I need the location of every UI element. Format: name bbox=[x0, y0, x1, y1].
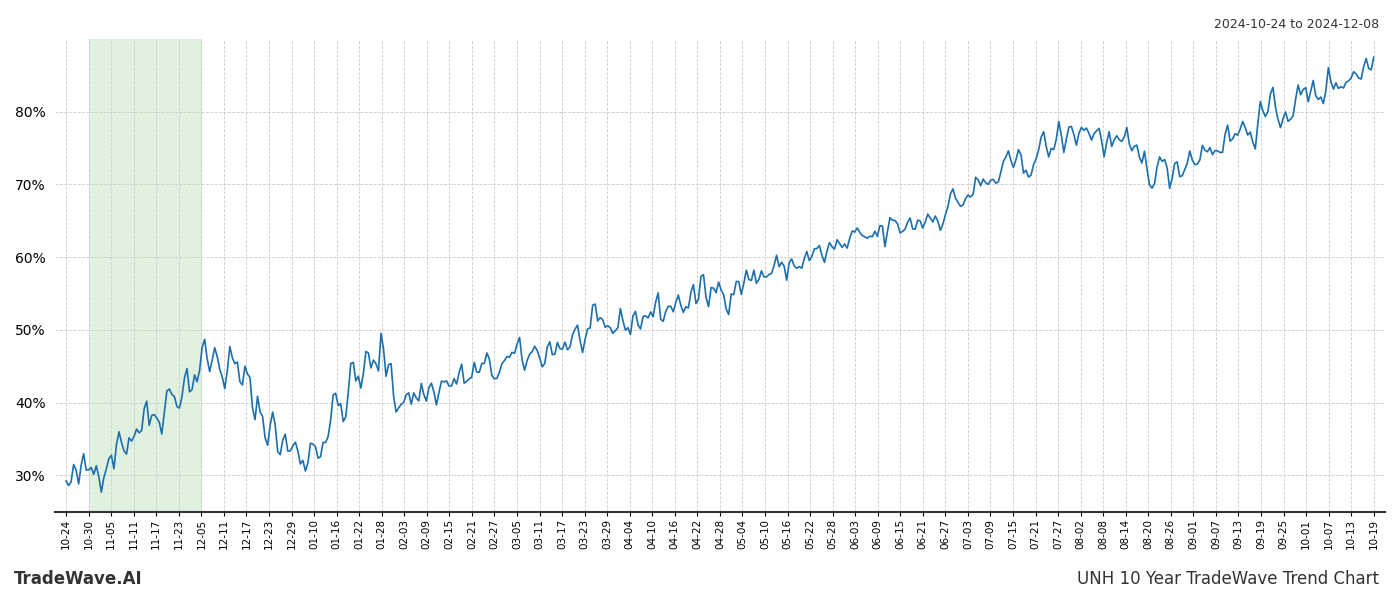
Bar bbox=[88, 39, 202, 512]
Text: TradeWave.AI: TradeWave.AI bbox=[14, 570, 143, 588]
Text: 2024-10-24 to 2024-12-08: 2024-10-24 to 2024-12-08 bbox=[1214, 18, 1379, 31]
Text: UNH 10 Year TradeWave Trend Chart: UNH 10 Year TradeWave Trend Chart bbox=[1077, 570, 1379, 588]
